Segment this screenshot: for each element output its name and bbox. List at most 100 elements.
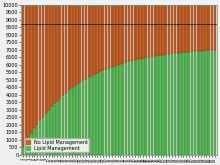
Bar (202, 50, 205, 155)
Bar (145, 57, 147, 155)
Bar (25, 5, 27, 142)
Legend: No Lipid Management, Lipid Management: No Lipid Management, Lipid Management (25, 138, 89, 152)
Bar (50, 106, 53, 155)
Bar (148, 57, 150, 155)
Bar (136, 5, 139, 59)
Bar (85, 5, 87, 79)
Bar (30, 133, 33, 155)
Bar (185, 52, 187, 155)
Bar (162, 5, 165, 55)
Bar (208, 50, 211, 155)
Bar (197, 5, 199, 51)
Bar (131, 61, 133, 155)
Bar (28, 5, 30, 137)
Bar (125, 5, 127, 62)
Bar (136, 59, 139, 155)
Bar (205, 50, 208, 155)
Bar (96, 5, 99, 73)
Bar (42, 5, 44, 117)
Bar (65, 5, 67, 93)
Bar (151, 5, 153, 56)
Bar (182, 52, 185, 155)
Bar (70, 5, 73, 88)
Bar (125, 62, 127, 155)
Bar (76, 5, 79, 84)
Bar (176, 53, 179, 155)
Bar (114, 66, 116, 155)
Bar (122, 63, 125, 155)
Bar (73, 5, 76, 86)
Bar (79, 5, 81, 82)
Bar (99, 5, 102, 71)
Bar (214, 50, 216, 155)
Bar (62, 5, 64, 95)
Bar (111, 67, 113, 155)
Bar (105, 5, 107, 69)
Bar (42, 117, 44, 155)
Bar (211, 50, 213, 155)
Bar (111, 5, 113, 67)
Bar (82, 5, 84, 80)
Bar (25, 142, 27, 155)
Bar (56, 101, 59, 155)
Bar (185, 5, 187, 52)
Bar (119, 5, 122, 64)
Bar (156, 55, 159, 155)
Bar (93, 5, 96, 74)
Bar (134, 5, 136, 60)
Bar (30, 5, 33, 133)
Bar (202, 5, 205, 50)
Bar (119, 64, 122, 155)
Bar (162, 55, 165, 155)
Bar (154, 5, 156, 56)
Bar (154, 56, 156, 155)
Bar (62, 95, 64, 155)
Bar (131, 5, 133, 61)
Bar (76, 84, 79, 155)
Bar (82, 80, 84, 155)
Bar (88, 77, 90, 155)
Bar (108, 5, 110, 68)
Bar (56, 5, 59, 101)
Bar (59, 98, 61, 155)
Bar (191, 5, 193, 51)
Bar (114, 5, 116, 66)
Bar (48, 110, 50, 155)
Bar (102, 70, 104, 155)
Bar (68, 90, 70, 155)
Bar (165, 54, 167, 155)
Bar (128, 61, 130, 155)
Bar (139, 59, 142, 155)
Bar (214, 5, 216, 50)
Bar (156, 5, 159, 55)
Bar (96, 73, 99, 155)
Bar (36, 5, 38, 124)
Bar (85, 79, 87, 155)
Bar (142, 58, 145, 155)
Bar (165, 5, 167, 54)
Bar (197, 51, 199, 155)
Bar (205, 5, 208, 50)
Bar (134, 60, 136, 155)
Bar (122, 5, 125, 63)
Bar (182, 5, 185, 52)
Bar (93, 74, 96, 155)
Bar (53, 5, 56, 103)
Bar (28, 137, 30, 155)
Bar (145, 5, 147, 57)
Bar (139, 5, 142, 59)
Bar (108, 68, 110, 155)
Bar (88, 5, 90, 77)
Bar (128, 5, 130, 61)
Bar (45, 113, 47, 155)
Bar (116, 5, 119, 65)
Bar (102, 5, 104, 70)
Bar (79, 82, 81, 155)
Bar (33, 5, 36, 129)
Bar (200, 51, 202, 155)
Bar (171, 53, 173, 155)
Bar (174, 5, 176, 53)
Bar (22, 5, 24, 148)
Bar (70, 88, 73, 155)
Bar (53, 103, 56, 155)
